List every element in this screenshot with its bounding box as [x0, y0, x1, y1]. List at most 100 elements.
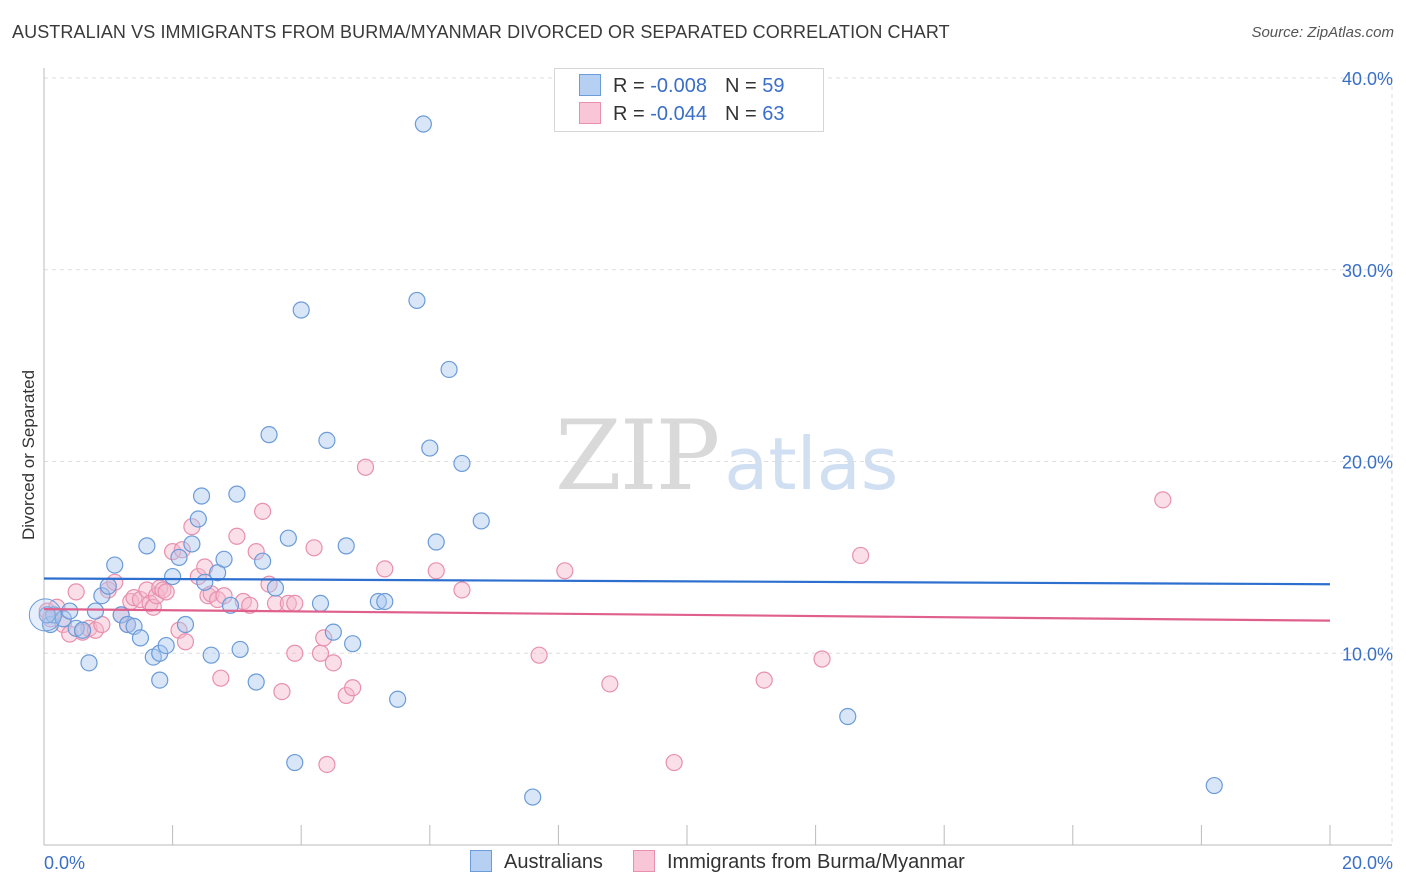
australians-point-large: [28, 598, 62, 632]
australians-point: [344, 635, 362, 653]
australians-point: [118, 615, 137, 634]
australians-point: [221, 596, 240, 614]
legend-n-value: 63: [762, 103, 785, 125]
bottom-legend-burma: Immigrants from Burma/Myanmar: [633, 849, 965, 874]
burma-point: [286, 644, 304, 662]
australians-point: [318, 431, 336, 450]
burma-point: [86, 621, 105, 639]
legend-swatch-australians: [579, 73, 601, 96]
australians-point: [472, 512, 490, 530]
burma-point: [665, 753, 683, 772]
burma-point: [344, 679, 362, 697]
australians-point: [286, 753, 304, 772]
burma-point: [125, 589, 143, 607]
burma-point: [318, 755, 336, 774]
legend-r-label: R =: [613, 103, 651, 125]
australians-trendline: [43, 577, 1331, 586]
y-axis-label: Divorced or Separated: [19, 370, 38, 540]
australians-point: [131, 629, 150, 647]
australians-point: [151, 671, 169, 689]
australians-point: [61, 602, 79, 620]
burma-point: [530, 646, 548, 664]
bottom-legend-swatch-australians: [470, 849, 492, 872]
bottom-legend-swatch-burma: [633, 849, 655, 872]
burma-point: [1154, 491, 1172, 509]
australians-point: [311, 594, 330, 612]
australians-point: [67, 619, 85, 637]
australians-point: [99, 577, 117, 595]
burma-point: [453, 581, 471, 599]
australians-point: [408, 291, 426, 310]
burma-point: [556, 562, 574, 580]
australians-point: [231, 640, 249, 659]
burma-point: [427, 562, 445, 580]
australians-point: [164, 567, 182, 586]
bottom-legend-label-australians: Australians: [504, 851, 603, 873]
australians-point: [337, 537, 355, 555]
australians-point: [524, 788, 542, 806]
australians-point: [38, 606, 56, 624]
australians-point: [260, 426, 278, 444]
australians-point: [376, 592, 394, 611]
australians-point: [1205, 776, 1223, 795]
australians-point: [839, 707, 857, 726]
legend-r-value: -0.044: [650, 103, 707, 125]
y-tick-label: 40.0%: [1342, 69, 1393, 89]
australians-point: [93, 587, 111, 605]
australians-point: [192, 487, 211, 505]
burma-point: [67, 583, 85, 601]
burma-point: [247, 543, 265, 561]
bottom-legend-label-burma: Immigrants from Burma/Myanmar: [667, 851, 965, 873]
y-tick-label: 30.0%: [1342, 261, 1393, 281]
australians-point: [86, 602, 105, 620]
watermark-atlas: atlas: [724, 422, 899, 506]
australians-point: [228, 485, 246, 503]
legend-row-burma: R = -0.044 N = 63: [579, 101, 785, 129]
burma-point: [80, 619, 98, 637]
australians-point: [157, 636, 175, 655]
australians-point: [254, 552, 272, 570]
burma-point: [601, 675, 619, 693]
burma-point: [254, 502, 272, 520]
legend-row-australians: R = -0.008 N = 59: [579, 73, 785, 101]
burma-point: [356, 458, 375, 476]
legend-n-value: 59: [762, 75, 785, 97]
australians-point: [183, 535, 201, 553]
australians-point: [176, 615, 195, 634]
burma-point: [241, 596, 259, 614]
burma-point: [157, 583, 175, 601]
australians-point: [80, 654, 98, 672]
chart-title: AUSTRALIAN VS IMMIGRANTS FROM BURMA/MYAN…: [12, 22, 950, 42]
y-tick-label: 20.0%: [1342, 453, 1393, 473]
burma-point: [286, 594, 304, 612]
burma-trendline: [43, 608, 1331, 622]
burma-point: [215, 587, 233, 605]
australians-point: [292, 301, 310, 319]
watermark-zip: ZIP: [555, 400, 720, 512]
australians-point: [189, 510, 207, 528]
australians-point: [389, 690, 407, 708]
australians-point: [427, 533, 445, 551]
burma-point: [228, 527, 246, 545]
australians-point: [414, 115, 432, 133]
legend-r-label: R =: [613, 75, 651, 97]
burma-point: [315, 629, 333, 647]
australians-point: [215, 550, 233, 568]
legend-n-label: N =: [724, 103, 763, 125]
australians-point: [106, 556, 124, 574]
australians-point: [202, 646, 220, 664]
burma-point: [755, 671, 773, 689]
source-label: Source: ZipAtlas.com: [1251, 24, 1394, 41]
stats-legend: R = -0.008 N = 59 R = -0.044 N = 63: [554, 68, 824, 132]
australians-point: [247, 673, 265, 691]
australians-point: [170, 548, 188, 566]
burma-point: [131, 590, 150, 609]
watermark: ZIPatlas: [555, 400, 898, 512]
legend-n-label: N =: [724, 75, 763, 97]
bottom-legend-australians: Australians: [470, 849, 603, 874]
burma-point: [61, 625, 79, 643]
burma-point: [212, 669, 230, 687]
australians-point: [421, 439, 439, 457]
x-tick-label: 0.0%: [44, 853, 85, 873]
